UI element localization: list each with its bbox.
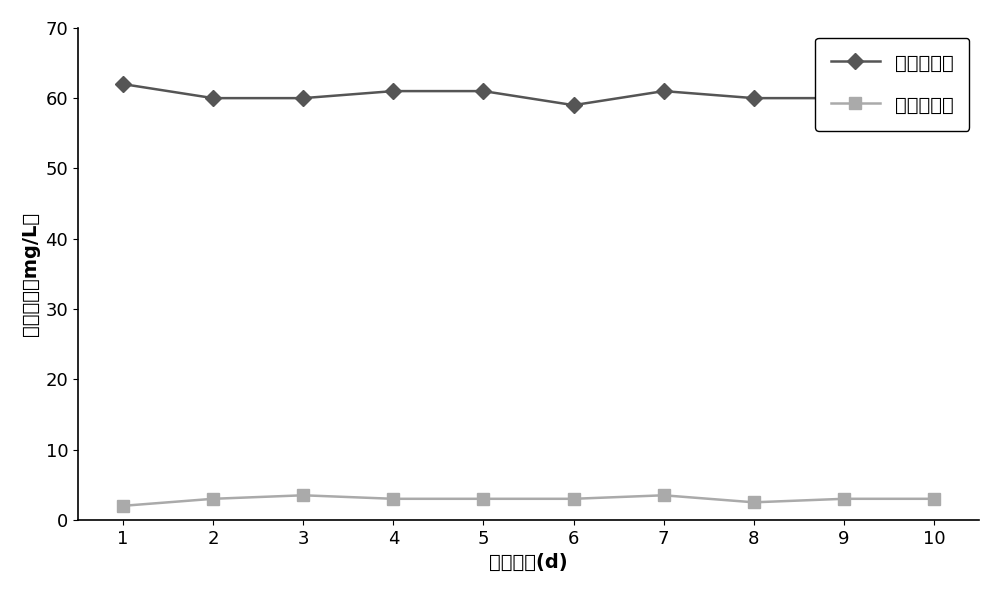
Y-axis label: 氨氮含量（mg/L）: 氨氮含量（mg/L） bbox=[21, 212, 40, 336]
添加菌剂前 bbox=[387, 88, 399, 95]
添加菌剂前 bbox=[117, 81, 129, 88]
添加菌剂前 bbox=[748, 94, 760, 101]
添加菌剂前 bbox=[658, 88, 670, 95]
Legend: 添加菌剂前, 添加菌剂后: 添加菌剂前, 添加菌剂后 bbox=[815, 37, 969, 130]
添加菌剂后 bbox=[207, 495, 219, 502]
Line: 添加菌剂后: 添加菌剂后 bbox=[117, 490, 940, 511]
添加菌剂前 bbox=[207, 94, 219, 101]
添加菌剂前 bbox=[477, 88, 489, 95]
添加菌剂后 bbox=[658, 492, 670, 499]
Line: 添加菌剂前: 添加菌剂前 bbox=[117, 78, 940, 111]
添加菌剂后 bbox=[297, 492, 309, 499]
添加菌剂后 bbox=[568, 495, 580, 502]
添加菌剂后 bbox=[748, 499, 760, 506]
添加菌剂前 bbox=[928, 101, 940, 109]
添加菌剂前 bbox=[568, 101, 580, 109]
添加菌剂后 bbox=[387, 495, 399, 502]
添加菌剂后 bbox=[477, 495, 489, 502]
添加菌剂前 bbox=[297, 94, 309, 101]
添加菌剂后 bbox=[117, 502, 129, 509]
X-axis label: 试验天数(d): 试验天数(d) bbox=[489, 553, 568, 572]
添加菌剂后 bbox=[838, 495, 850, 502]
添加菌剂后 bbox=[928, 495, 940, 502]
添加菌剂前 bbox=[838, 94, 850, 101]
